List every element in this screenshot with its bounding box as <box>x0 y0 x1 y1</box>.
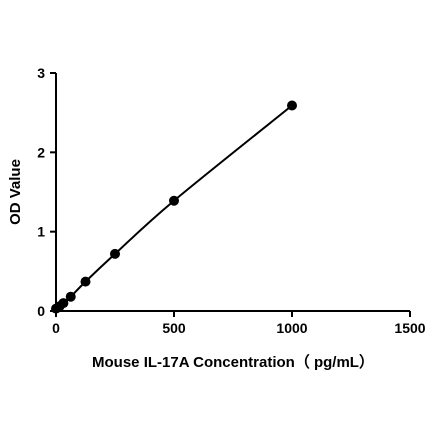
data-point <box>65 291 76 302</box>
fit-curve <box>55 104 293 310</box>
x-tick-label: 0 <box>52 320 60 336</box>
y-tick-label: 1 <box>37 224 45 240</box>
x-tick-label: 1000 <box>276 320 307 336</box>
plot-area <box>51 100 297 314</box>
y-tick-label: 3 <box>37 65 45 81</box>
y-tick-label: 0 <box>37 303 45 319</box>
y-tick-label: 2 <box>37 144 45 160</box>
ticks: 0 500 1000 1500 0 1 2 3 <box>37 65 426 336</box>
data-point <box>169 195 179 206</box>
data-point <box>110 248 120 259</box>
data-point <box>58 298 69 309</box>
x-axis-title: Mouse IL-17A Concentration（ pg/mL） <box>92 353 374 371</box>
y-axis-title: OD Value <box>7 159 24 225</box>
data-point <box>287 100 297 111</box>
axes <box>55 73 410 312</box>
x-tick-label: 1500 <box>394 320 425 336</box>
data-point <box>80 276 91 287</box>
x-tick-label: 500 <box>162 320 186 336</box>
